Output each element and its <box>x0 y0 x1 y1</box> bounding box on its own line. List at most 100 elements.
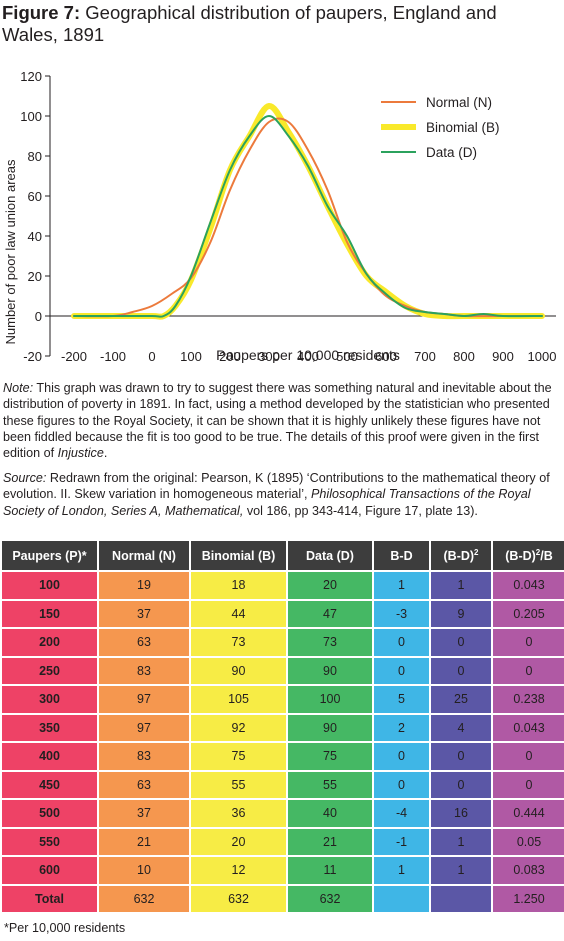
y-axis-label: Number of poor law union areas <box>3 159 18 344</box>
table-row: 100 19 18 20 1 1 0.043 <box>2 572 564 599</box>
data-cell: 20 <box>288 572 372 599</box>
y-tick-label: -20 <box>23 349 42 364</box>
table-row: 450 63 55 55 0 0 0 <box>2 771 564 798</box>
table-row: 400 83 75 75 0 0 0 <box>2 743 564 770</box>
normal-cell: 632 <box>99 885 189 912</box>
x-tick-label: -200 <box>61 349 87 364</box>
b-minus-d-squared-cell: 0 <box>431 657 491 684</box>
b-minus-d-cell: 2 <box>374 714 429 741</box>
binomial-cell: 36 <box>191 800 286 827</box>
ratio-cell: 0.238 <box>493 686 564 713</box>
b-minus-d-cell: 0 <box>374 771 429 798</box>
data-cell: 55 <box>288 771 372 798</box>
legend-normal-label: Normal (N) <box>426 95 492 110</box>
header-b-minus-d-squared: (B-D)2 <box>431 541 491 570</box>
figure-label: Figure 7: <box>2 2 81 23</box>
b-minus-d-squared-cell <box>431 885 491 912</box>
normal-cell: 97 <box>99 686 189 713</box>
y-tick-label: 100 <box>20 109 42 124</box>
x-tick-label: 600 <box>375 349 397 364</box>
normal-cell: 37 <box>99 800 189 827</box>
ratio-cell: 0.083 <box>493 857 564 884</box>
ratio-cell: 1.250 <box>493 885 564 912</box>
binomial-cell: 632 <box>191 885 286 912</box>
normal-cell: 97 <box>99 714 189 741</box>
table-row: 550 21 20 21 -1 1 0.05 <box>2 828 564 855</box>
table-row: 150 37 44 47 -3 9 0.205 <box>2 600 564 627</box>
normal-cell: 21 <box>99 828 189 855</box>
paupers-cell: 200 <box>2 629 97 656</box>
b-minus-d-squared-cell: 0 <box>431 771 491 798</box>
source-text: Redrawn from the original: Pearson, K (1… <box>3 471 550 502</box>
note-label: Note: <box>3 381 34 395</box>
ratio-cell: 0.043 <box>493 714 564 741</box>
x-tick-label: 500 <box>336 349 358 364</box>
data-cell: 100 <box>288 686 372 713</box>
data-cell: 75 <box>288 743 372 770</box>
b-minus-d-squared-cell: 0 <box>431 629 491 656</box>
table-row: 500 37 36 40 -4 16 0.444 <box>2 800 564 827</box>
x-tick-label: 800 <box>453 349 475 364</box>
paupers-cell: 500 <box>2 800 97 827</box>
series-binomial-line <box>71 103 545 320</box>
paupers-cell: 150 <box>2 600 97 627</box>
b-minus-d-cell: -4 <box>374 800 429 827</box>
x-tick-label: -100 <box>100 349 126 364</box>
chart-lines <box>71 103 545 320</box>
paupers-cell: 600 <box>2 857 97 884</box>
note-end: . <box>103 446 108 461</box>
b-minus-d-squared-cell: 16 <box>431 800 491 827</box>
normal-cell: 19 <box>99 572 189 599</box>
normal-cell: 63 <box>99 629 189 656</box>
table-body: 100 19 18 20 1 1 0.043 150 37 44 47 -3 9 0.205 200 63 73… <box>2 572 564 912</box>
x-tick-label: 1000 <box>528 349 557 364</box>
data-cell: 11 <box>288 857 372 884</box>
chart-legend: Normal (N) Binomial (B) Data (D) <box>381 95 500 160</box>
table-row: Total 632 632 632 1.250 <box>2 885 564 912</box>
x-tick-label: 0 <box>148 349 155 364</box>
x-axis-label: Paupers per 10,000 residents <box>216 347 400 363</box>
data-cell: 40 <box>288 800 372 827</box>
data-cell: 90 <box>288 714 372 741</box>
y-tick-label: 20 <box>28 269 42 284</box>
paupers-cell: 400 <box>2 743 97 770</box>
binomial-cell: 20 <box>191 828 286 855</box>
normal-cell: 83 <box>99 657 189 684</box>
b-minus-d-cell: -3 <box>374 600 429 627</box>
b-minus-d-squared-cell: 25 <box>431 686 491 713</box>
ratio-cell: 0 <box>493 771 564 798</box>
source: Source: Redrawn from the original: Pears… <box>3 470 563 519</box>
paupers-cell: 250 <box>2 657 97 684</box>
table-row: 600 10 12 11 1 1 0.083 <box>2 857 564 884</box>
x-tick-label: 900 <box>492 349 514 364</box>
header-normal: Normal (N) <box>99 541 189 570</box>
source-label: Source: <box>3 471 47 485</box>
b-minus-d-cell: 5 <box>374 686 429 713</box>
series-data-line <box>73 115 543 318</box>
data-cell: 632 <box>288 885 372 912</box>
x-tick-label: 200 <box>219 349 241 364</box>
b-minus-d-cell: 1 <box>374 857 429 884</box>
figure-title-text: Geographical distribution of paupers, En… <box>2 2 497 45</box>
note: Note: This graph was drawn to try to sug… <box>3 380 559 461</box>
b-minus-d-cell: 0 <box>374 657 429 684</box>
paupers-cell: Total <box>2 885 97 912</box>
b-minus-d-cell: 1 <box>374 572 429 599</box>
ratio-cell: 0.444 <box>493 800 564 827</box>
y-tick-label: 60 <box>28 189 42 204</box>
x-tick-label: 100 <box>180 349 202 364</box>
table-row: 200 63 73 73 0 0 0 <box>2 629 564 656</box>
normal-cell: 37 <box>99 600 189 627</box>
paupers-cell: 100 <box>2 572 97 599</box>
b-minus-d-squared-cell: 1 <box>431 828 491 855</box>
paupers-cell: 300 <box>2 686 97 713</box>
normal-cell: 63 <box>99 771 189 798</box>
note-text: This graph was drawn to try to suggest t… <box>3 381 552 461</box>
binomial-cell: 75 <box>191 743 286 770</box>
footnote: *Per 10,000 residents <box>4 921 126 935</box>
header-paupers: Paupers (P)* <box>2 541 97 570</box>
y-tick-label: 40 <box>28 229 42 244</box>
binomial-cell: 92 <box>191 714 286 741</box>
